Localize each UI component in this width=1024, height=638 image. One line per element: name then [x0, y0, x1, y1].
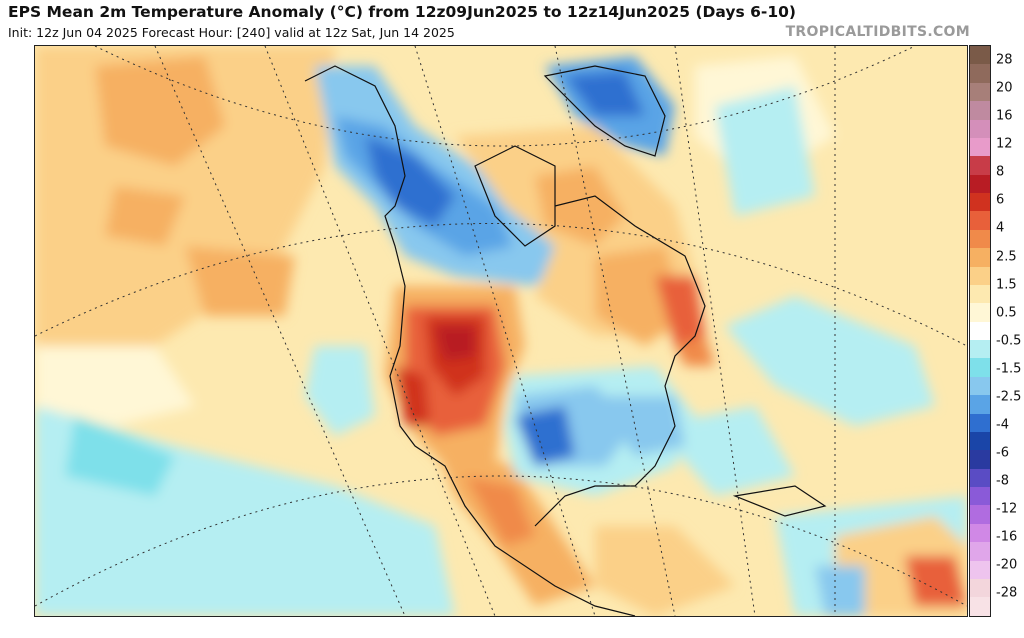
- colorbar-swatch: [970, 505, 990, 524]
- colorbar-swatch: [970, 358, 990, 377]
- colorbar-swatch: [970, 413, 990, 432]
- colorbar-tick-label: -20: [996, 557, 1018, 573]
- colorbar-swatch: [970, 560, 990, 579]
- colorbar: [969, 45, 991, 617]
- colorbar-tick-label: 1.5: [996, 277, 1017, 293]
- graticule: [35, 46, 967, 616]
- colorbar-swatch: [970, 211, 990, 230]
- colorbar-tick-label: 6: [996, 192, 1005, 208]
- colorbar-swatch: [970, 303, 990, 322]
- chart-title: EPS Mean 2m Temperature Anomaly (°C) fro…: [8, 3, 796, 21]
- colorbar-swatch: [970, 468, 990, 487]
- colorbar-swatch: [970, 229, 990, 249]
- colorbar-tick-label: -6: [996, 445, 1009, 461]
- colorbar-tick-label: 28: [996, 52, 1013, 68]
- colorbar-swatch: [970, 431, 990, 451]
- colorbar-swatch: [970, 101, 990, 120]
- colorbar-tick-label: -0.5: [996, 333, 1022, 349]
- colorbar-swatch: [970, 542, 990, 561]
- colorbar-tick-label: 8: [996, 164, 1005, 180]
- colorbar-swatch: [970, 376, 990, 396]
- colorbar-tick-label: 2.5: [996, 249, 1017, 265]
- colorbar-tick-label: 4: [996, 220, 1005, 236]
- colorbar-tick-label: -12: [996, 501, 1018, 517]
- init-forecast-info: Init: 12z Jun 04 2025 Forecast Hour: [24…: [8, 25, 455, 40]
- colorbar-tick-label: -4: [996, 417, 1009, 433]
- colorbar-swatch: [970, 64, 990, 83]
- colorbar-swatch: [970, 487, 990, 506]
- colorbar-swatch: [970, 46, 990, 65]
- colorbar-labels: 28 20 16 12 8 6 4 2.5 1.5 0.5 -0.5 -1.5 -2.5 -4 -6 -8 -1…: [994, 45, 1024, 617]
- colorbar-swatch: [970, 523, 990, 543]
- colorbar-swatch: [970, 340, 990, 359]
- colorbar-swatch: [970, 266, 990, 285]
- colorbar-swatch: [970, 597, 990, 616]
- colorbar-swatch: [970, 395, 990, 414]
- colorbar-swatch: [970, 284, 990, 304]
- colorbar-tick-label: -2.5: [996, 389, 1022, 405]
- colorbar-swatch: [970, 578, 990, 598]
- colorbar-tick-label: -1.5: [996, 361, 1022, 377]
- colorbar-tick-label: -16: [996, 529, 1018, 545]
- colorbar-swatch: [970, 450, 990, 469]
- coastlines: [304, 65, 827, 616]
- colorbar-tick-label: 0.5: [996, 305, 1017, 321]
- colorbar-tick-label: -28: [996, 585, 1018, 601]
- colorbar-swatch: [970, 137, 990, 157]
- site-watermark: TROPICALTIDBITS.COM: [785, 24, 970, 40]
- map-svg: [35, 46, 967, 616]
- colorbar-swatch: [970, 174, 990, 193]
- colorbar-swatch: [970, 321, 990, 340]
- colorbar-tick-label: 20: [996, 80, 1013, 96]
- colorbar-tick-label: -8: [996, 473, 1009, 489]
- colorbar-swatch: [970, 156, 990, 175]
- colorbar-tick-label: 12: [996, 136, 1013, 152]
- colorbar-swatch: [970, 248, 990, 267]
- colorbar-tick-label: 16: [996, 108, 1013, 124]
- colorbar-swatch: [970, 82, 990, 102]
- colorbar-swatch: [970, 193, 990, 212]
- anomaly-field: [35, 46, 967, 616]
- colorbar-swatch: [970, 119, 990, 138]
- anomaly-map: [34, 45, 968, 617]
